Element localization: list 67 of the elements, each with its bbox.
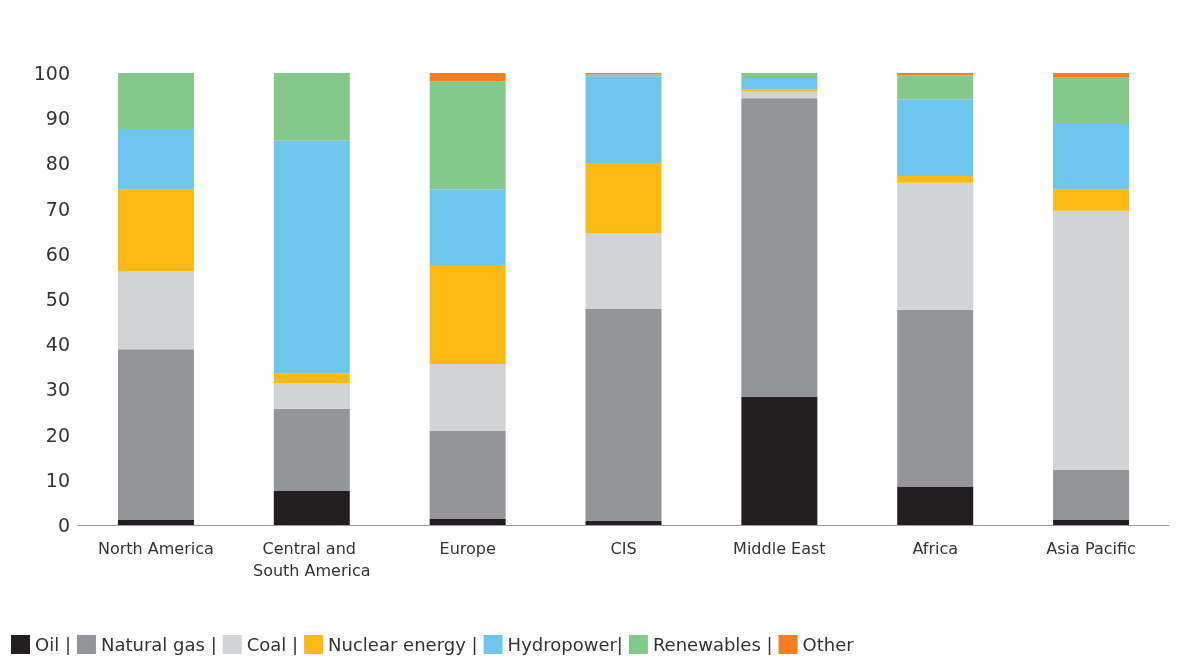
bar: [1053, 469, 1130, 521]
y-tick-label: 0: [57, 514, 70, 536]
bar: [1053, 124, 1130, 190]
bar: [897, 309, 974, 488]
y-tick-label: 30: [45, 378, 70, 401]
y-tick-label: 90: [45, 107, 70, 130]
bar: [897, 176, 974, 183]
legend-label: Hydropower|: [507, 634, 623, 655]
bar: [741, 89, 818, 92]
y-tick-label: 60: [45, 242, 70, 265]
bar: [1053, 520, 1130, 525]
bar: [585, 162, 662, 234]
x-tick-label: Central and South America: [252, 538, 371, 580]
bar: [273, 383, 350, 409]
bar: [429, 519, 506, 525]
bar: [741, 98, 818, 398]
bar: [273, 140, 350, 374]
bar: [273, 491, 350, 525]
bar: [897, 182, 974, 310]
x-tick-label: Middle East: [733, 538, 826, 558]
bar: [1053, 210, 1130, 470]
bar: [897, 75, 974, 100]
x-tick-label: Asia Pacific: [1046, 538, 1136, 558]
y-tick-label: 100: [33, 62, 70, 84]
bar: [585, 308, 662, 521]
bar: [585, 520, 662, 525]
x-tick-label: Europe: [439, 538, 496, 558]
bar: [273, 73, 350, 141]
bar: [429, 364, 506, 431]
legend-label: Coal |: [246, 634, 299, 655]
legend-label: Renewables |: [652, 634, 773, 655]
bar: [1053, 77, 1130, 125]
y-tick-label: 80: [45, 152, 70, 175]
bar: [117, 270, 194, 350]
y-tick-label: 20: [45, 423, 70, 446]
bar: [1053, 189, 1130, 211]
bar: [741, 77, 818, 90]
bar: [117, 189, 194, 271]
x-tick-label: CIS: [610, 538, 637, 558]
bar: [429, 189, 506, 266]
bar: [897, 99, 974, 177]
bar: [1053, 73, 1130, 78]
bar: [117, 520, 194, 525]
legend-label: Other: [802, 634, 855, 655]
bar: [429, 430, 506, 520]
bar: [741, 397, 818, 525]
bar: [429, 81, 506, 190]
x-tick-label: Africa: [912, 538, 959, 558]
y-tick-label: 50: [45, 288, 70, 310]
x-tick-label: North America: [98, 538, 214, 558]
y-tick-label: 40: [45, 333, 70, 356]
bar: [117, 349, 194, 521]
bar: [117, 73, 194, 130]
bar: [897, 487, 974, 525]
bar: [429, 73, 506, 82]
bar: [585, 76, 662, 163]
bar: [585, 233, 662, 309]
bar: [273, 408, 350, 492]
bar: [429, 265, 506, 365]
bar: [741, 73, 818, 78]
y-tick-label: 70: [45, 197, 70, 220]
bar: [273, 373, 350, 384]
legend-label: Nuclear energy |: [328, 634, 478, 655]
legend-label: Natural gas |: [100, 634, 217, 655]
y-tick-label: 10: [45, 468, 70, 491]
legend-label: Oil |: [35, 634, 71, 655]
bar: [117, 129, 194, 190]
